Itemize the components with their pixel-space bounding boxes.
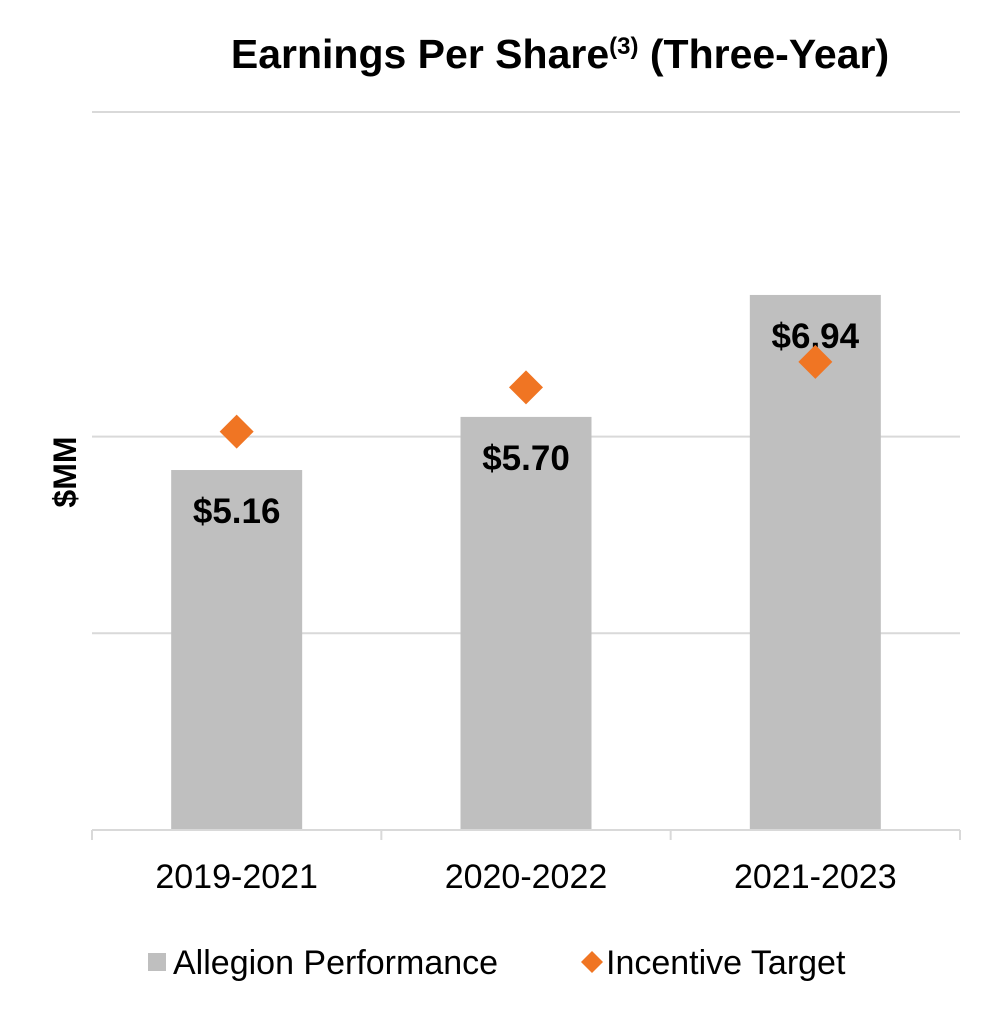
target-marker-2021-2023 [798,344,833,379]
legend-label-incentive-target: Incentive Target [606,944,846,982]
bar-2021-2023 [749,294,881,830]
x-axis [91,829,961,840]
chart-title: Earnings Per Share(3) (Three-Year) [231,31,889,77]
target-marker-2020-2022 [509,370,543,405]
data-label-2019-2021: $5.16 [193,492,281,531]
legend-swatch-allegion-performance [148,953,166,971]
legend-label-allegion-performance: Allegion Performance [173,944,498,982]
chart-title-superscript: (3) [609,33,638,60]
target-marker-2019-2021 [219,414,254,449]
x-tick-label-2019-2021: 2019-2021 [155,858,318,896]
data-label-2020-2022: $5.70 [482,439,570,478]
bar-2019-2021 [171,470,303,830]
bar-2020-2022 [460,416,592,830]
y-axis-label: $MM [47,436,83,507]
x-tick-label-2020-2022: 2020-2022 [445,858,608,896]
chart-title-suffix: (Three-Year) [638,31,889,77]
legend: Allegion Performance Incentive Target [148,944,846,982]
bars [171,294,881,830]
legend-swatch-incentive-target [581,951,603,973]
chart-title-main: Earnings Per Share [231,31,609,77]
x-tick-labels: 2019-2021 2020-2022 2021-2023 [155,858,896,896]
target-markers [219,344,833,449]
x-tick-label-2021-2023: 2021-2023 [734,858,897,896]
